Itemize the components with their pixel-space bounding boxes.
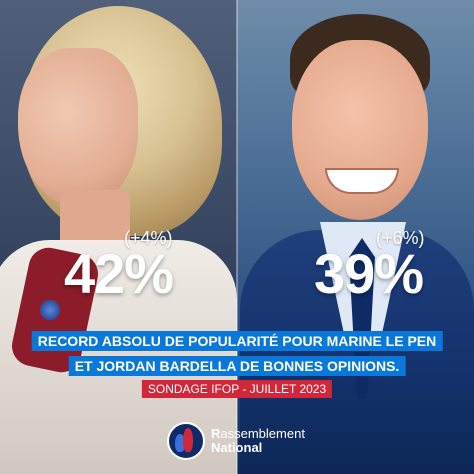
portrait-left (0, 0, 237, 474)
flame-blue (175, 434, 185, 452)
brand-line-2: National (211, 440, 263, 455)
source-tag: SONDAGE IFOP - JUILLET 2023 (141, 380, 333, 398)
left-percent: 42% (64, 242, 174, 305)
right-percent: 39% (314, 242, 424, 305)
brand-rest: assemblement (220, 426, 305, 441)
brand-text: Rassemblement National (211, 427, 305, 455)
brooch-icon (40, 300, 60, 320)
face-shape (18, 48, 138, 208)
brand-initial: R (211, 426, 221, 441)
flame-red (183, 428, 193, 452)
headline-line-1: RECORD ABSOLU DE POPULARITÉ POUR MARINE … (31, 331, 443, 351)
flame-logo-icon (167, 422, 205, 460)
brand-line-1: Rassemblement (211, 427, 305, 441)
panel-divider (236, 0, 238, 474)
right-change: (+6%) (376, 228, 425, 248)
left-change: (+4%) (124, 228, 173, 248)
headline-line-2: ET JORDAN BARDELLA DE BONNES OPINIONS. (68, 356, 406, 376)
brand-logo: Rassemblement National (167, 422, 305, 460)
